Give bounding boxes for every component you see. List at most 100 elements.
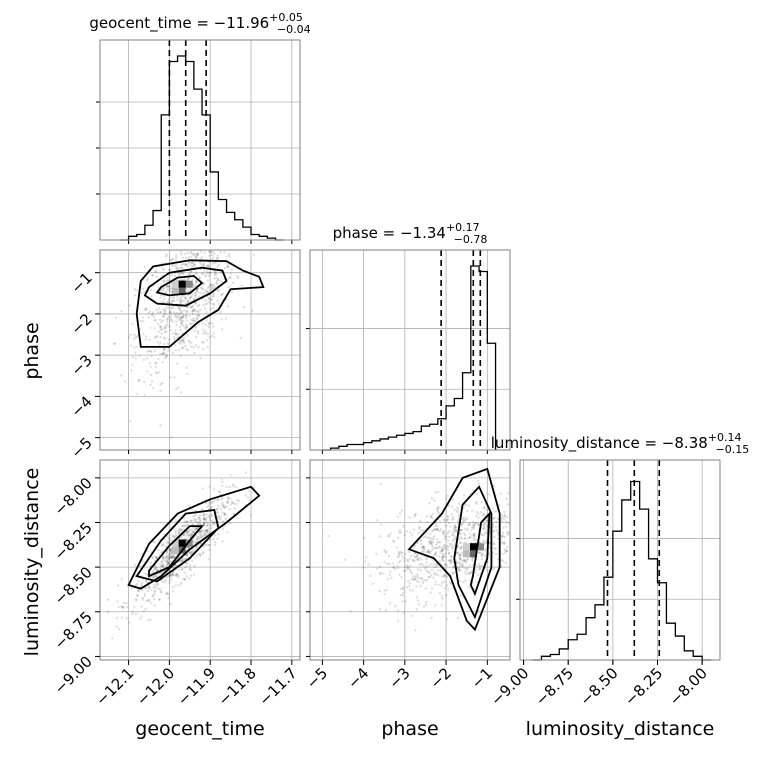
sample-point [187,262,191,265]
sample-point [169,560,173,563]
sample-point [163,579,167,582]
sample-point [436,511,439,514]
sample-point [147,349,150,353]
sample-point [116,600,119,603]
sample-point [158,371,161,374]
sample-point [217,279,220,282]
sample-point [163,356,167,360]
sample-point [178,566,182,569]
sample-point [417,603,421,606]
sample-point [207,271,210,274]
sample-point [443,563,447,567]
sample-point [226,264,229,268]
sample-point [468,532,472,535]
sample-point [133,333,136,336]
sample-point [208,519,211,522]
sample-point [500,558,504,562]
sample-point [175,254,178,257]
sample-point [173,338,176,341]
ytick-label-phase: −1 [67,269,95,297]
sample-point [416,541,419,545]
sample-point [177,530,180,533]
sample-point [166,320,169,324]
sample-point [166,560,169,564]
sample-point [156,322,160,325]
sample-point [197,346,200,349]
sample-point [200,263,203,266]
sample-point [185,553,189,556]
sample-point [163,326,166,329]
sample-point [169,554,173,557]
sample-point [186,305,189,309]
sample-point [163,348,167,351]
sample-point [211,283,214,286]
sample-point [454,526,458,529]
sample-point [449,559,452,562]
sample-point [500,541,503,544]
sample-point [203,533,207,536]
sample-point [403,533,406,536]
sample-point [180,316,183,319]
density-cell [171,287,179,295]
sample-point [503,518,506,521]
sample-point [194,319,197,322]
sample-point [195,554,199,557]
sample-point [173,376,176,379]
sample-point [180,263,184,266]
sample-point [177,573,180,577]
sample-point [125,602,128,605]
sample-point [483,526,486,530]
sample-point [147,599,150,602]
sample-point [418,563,421,566]
sample-point [210,297,213,301]
sample-point [477,573,480,576]
sample-point [180,535,183,539]
sample-point [437,546,440,549]
sample-point [451,516,455,519]
sample-point [166,540,169,543]
title-value: luminosity_distance = −8.38 [491,434,708,453]
sample-point [185,263,188,267]
sample-point [202,517,206,520]
sample-point [441,559,444,562]
sample-point [504,561,508,565]
sample-point [162,565,165,569]
sample-point [429,532,432,536]
sample-point [168,549,172,552]
sample-point [431,587,434,590]
sample-point [187,534,190,537]
sample-point [200,272,204,276]
sample-point [202,521,206,525]
sample-point [178,312,181,315]
sample-point [432,535,435,538]
sample-point [142,610,146,613]
sample-point [212,284,215,287]
sample-point [503,510,506,514]
sample-point [459,536,462,539]
sample-point [210,506,213,509]
sample-point [150,313,154,316]
sample-point [458,568,461,571]
sample-point [472,525,476,529]
sample-point [162,557,165,560]
sample-point [163,309,167,312]
sample-point [155,574,158,578]
sample-point [244,471,248,474]
sample-point [165,592,169,596]
ytick-label-phase: −3 [67,351,95,379]
sample-point [462,532,466,535]
sample-point [207,265,210,268]
sample-point [192,531,195,534]
sample-point [220,293,223,296]
sample-point [169,287,173,290]
sample-point [448,542,452,546]
sample-point [467,537,470,540]
sample-point [179,354,182,358]
sample-point [183,524,186,527]
sample-point [507,531,510,534]
sample-point [207,530,210,533]
sample-point [167,297,171,300]
sample-point [210,513,213,516]
sample-point [180,322,183,325]
sample-point [481,527,484,531]
